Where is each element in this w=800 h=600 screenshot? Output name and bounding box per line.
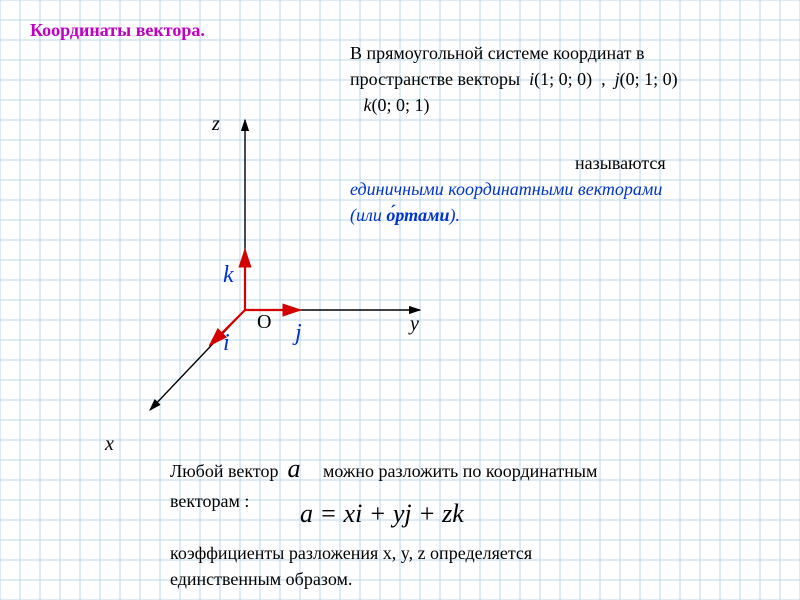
svg-text:i: i — [223, 330, 230, 356]
decomp-text: Любой вектор a можно разложить по коорди… — [170, 450, 770, 514]
svg-text:j: j — [292, 320, 302, 346]
decomp-p3: векторам : — [170, 491, 249, 511]
formula: a = xi + yj + zk — [300, 495, 464, 533]
decomp-a: a — [287, 454, 300, 483]
coeff-text: коэффициенты разложения x, y, z определя… — [170, 540, 770, 592]
svg-text:k: k — [223, 262, 234, 288]
decomp-p1: Любой вектор — [170, 461, 278, 481]
coeff-l2: единственным образом. — [170, 569, 352, 589]
svg-text:z: z — [211, 113, 220, 135]
svg-text:x: x — [104, 433, 114, 455]
svg-text:O: O — [257, 311, 271, 333]
decomp-p2: можно разложить по координатным — [323, 461, 597, 481]
coeff-l1: коэффициенты разложения x, y, z определя… — [170, 543, 532, 563]
svg-text:y: y — [408, 313, 419, 335]
